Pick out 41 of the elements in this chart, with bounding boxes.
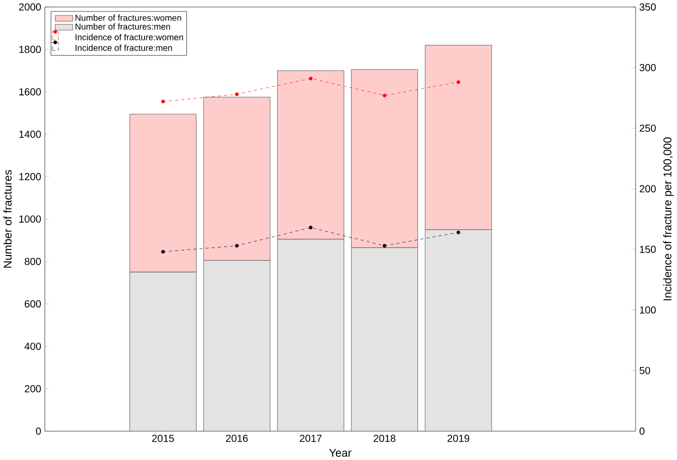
- point: [382, 244, 386, 248]
- x-tick-label: 2019: [448, 434, 470, 442]
- x-tick-label: 2016: [226, 434, 248, 442]
- x-tick-label: 2015: [152, 434, 174, 442]
- y2-tick-label: 200: [640, 185, 656, 192]
- point: [456, 80, 460, 84]
- y2-tick-label: 150: [640, 246, 656, 253]
- y-tick-label: 1400: [19, 130, 41, 138]
- y-tick-label: 0: [36, 427, 41, 435]
- legend-label: Incidence of fracture:men: [76, 44, 172, 51]
- x-tick-label: 2018: [374, 434, 396, 442]
- point: [456, 230, 460, 234]
- y2-tick-label: 50: [640, 366, 650, 374]
- x-axis-title: Year: [329, 448, 352, 457]
- point: [382, 94, 386, 98]
- point: [161, 250, 165, 254]
- y-tick-label: 200: [24, 385, 41, 392]
- y-tick-label: 2000: [19, 3, 41, 11]
- point: [235, 244, 239, 248]
- point: [308, 226, 313, 230]
- y-tick-label: 400: [24, 342, 41, 350]
- point: [235, 92, 239, 96]
- legend-label: Incidence of fracture:women: [76, 34, 184, 40]
- y-tick-label: 600: [24, 300, 41, 308]
- y-tick-label: 1600: [19, 88, 41, 96]
- point: [161, 100, 165, 104]
- legend-label: Number of fractures:women: [76, 14, 182, 21]
- y2-tick-label: 350: [640, 3, 656, 11]
- y-axis-title: Number of fractures: [3, 170, 12, 268]
- y-tick-label: 1200: [19, 172, 41, 180]
- y-tick-label: 800: [24, 258, 41, 266]
- y2-tick-label: 300: [640, 64, 656, 72]
- point: [308, 76, 313, 80]
- y2-tick-label: 0: [640, 427, 644, 435]
- y2-tick-label: 100: [640, 306, 656, 314]
- legend-label: Number of fractures:men: [76, 23, 170, 30]
- y-tick-label: 1800: [19, 46, 41, 53]
- y-tick-label: 1000: [19, 215, 41, 223]
- y2-axis-title: Incidence of fracture per 100,000: [663, 137, 674, 300]
- x-tick-label: 2017: [300, 434, 322, 442]
- y2-tick-label: 250: [640, 124, 656, 132]
